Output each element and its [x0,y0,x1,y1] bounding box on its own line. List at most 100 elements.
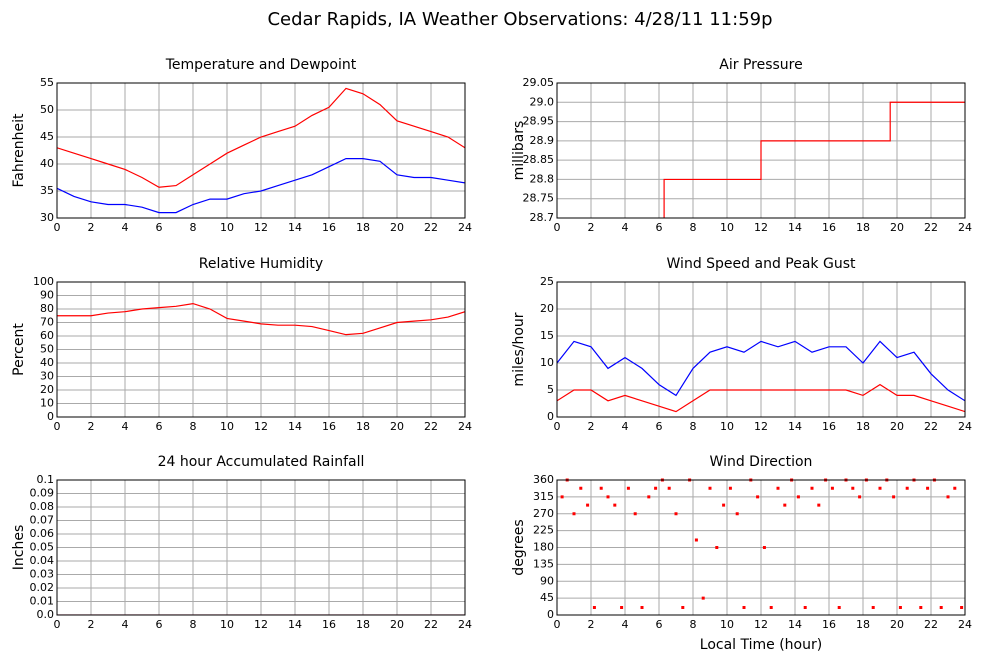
chart-title: Wind Direction [710,454,813,470]
x-tick-label: 6 [156,221,163,234]
y-axis-label: millibars [511,121,527,181]
x-tick-label: 14 [788,618,802,631]
point [674,512,678,516]
y-tick-label: 5 [547,383,554,396]
x-tick-label: 14 [288,221,302,234]
x-tick-label: 10 [720,618,734,631]
point [926,486,930,490]
x-tick-label: 22 [424,221,438,234]
point [851,486,855,490]
x-tick-label: 2 [588,618,595,631]
y-tick-label: 80 [40,302,54,315]
y-tick-label: 60 [40,329,54,342]
x-tick-label: 22 [924,618,938,631]
x-tick-label: 10 [220,420,234,433]
x-tick-label: 20 [890,221,904,234]
y-tick-label: 180 [533,541,554,554]
plot-frame [56,281,466,418]
x-tick-label: 20 [390,221,404,234]
x-tick-label: 20 [890,420,904,433]
x-tick-label: 0 [54,221,61,234]
y-tick-label: 28.9 [530,134,555,147]
x-tick-label: 24 [458,618,472,631]
x-tick-label: 2 [588,221,595,234]
series-line [557,383,965,413]
point [620,606,624,609]
x-tick-label: 4 [122,221,129,234]
y-tick-label: 28.7 [530,211,555,224]
y-tick-label: 35 [40,184,54,197]
x-tick-label: 18 [356,420,370,433]
point [858,495,862,499]
y-axis-label: degrees [511,519,527,575]
x-tick-label: 20 [390,618,404,631]
y-tick-label: 135 [533,557,554,570]
x-tick-label: 12 [754,618,768,631]
point [701,596,705,600]
x-tick-label: 0 [54,420,61,433]
point [626,486,630,490]
x-tick-label: 18 [856,420,870,433]
y-tick-label: 20 [40,383,54,396]
series-line [557,340,965,402]
point [640,606,644,609]
point [960,606,964,609]
x-tick-label: 0 [554,420,561,433]
y-tick-label: 28.85 [523,153,555,166]
y-tick-label: 0 [47,410,54,423]
y-tick-label: 100 [33,275,54,288]
series-line [57,87,465,188]
x-tick-label: 12 [254,618,268,631]
y-tick-label: 45 [540,591,554,604]
x-tick-label: 6 [656,420,663,433]
point [810,486,814,490]
y-tick-label: 15 [540,329,554,342]
point [715,546,719,549]
point [769,606,773,609]
x-tick-label: 6 [656,221,663,234]
point [898,606,902,609]
y-tick-label: 70 [40,316,54,329]
series-line [663,101,965,218]
y-tick-label: 0 [547,410,554,423]
x-tick-label: 10 [720,221,734,234]
y-tick-label: 0.07 [30,514,55,527]
y-tick-label: 0.05 [30,541,55,554]
point [592,606,596,609]
y-tick-label: 90 [540,574,554,587]
point [756,495,760,499]
x-tick-label: 24 [958,420,972,433]
point [694,538,698,542]
y-tick-label: 0 [547,608,554,621]
y-tick-label: 30 [40,211,54,224]
y-tick-label: 315 [533,490,554,503]
x-tick-label: 14 [288,618,302,631]
y-tick-label: 50 [40,343,54,356]
x-tick-label: 22 [424,420,438,433]
point [647,495,651,499]
x-tick-label: 4 [622,618,629,631]
plot-frame [556,479,966,616]
plot-frame [56,479,466,616]
chart-title: 24 hour Accumulated Rainfall [158,454,365,470]
series-line [57,158,465,214]
y-tick-label: 360 [533,473,554,486]
chart-title: Temperature and Dewpoint [165,57,357,73]
x-tick-label: 8 [690,420,697,433]
x-tick-label: 2 [88,221,95,234]
x-tick-label: 14 [288,420,302,433]
series-line [57,302,465,336]
y-tick-label: 30 [40,370,54,383]
x-tick-label: 0 [554,221,561,234]
x-tick-label: 4 [622,221,629,234]
y-tick-label: 225 [533,524,554,537]
y-tick-label: 0.08 [30,500,55,513]
y-tick-label: 90 [40,289,54,302]
x-tick-label: 12 [754,221,768,234]
x-tick-label: 16 [322,420,336,433]
point [586,503,590,507]
x-tick-label: 20 [390,420,404,433]
x-tick-label: 16 [822,618,836,631]
point [572,512,576,516]
point [633,512,637,516]
